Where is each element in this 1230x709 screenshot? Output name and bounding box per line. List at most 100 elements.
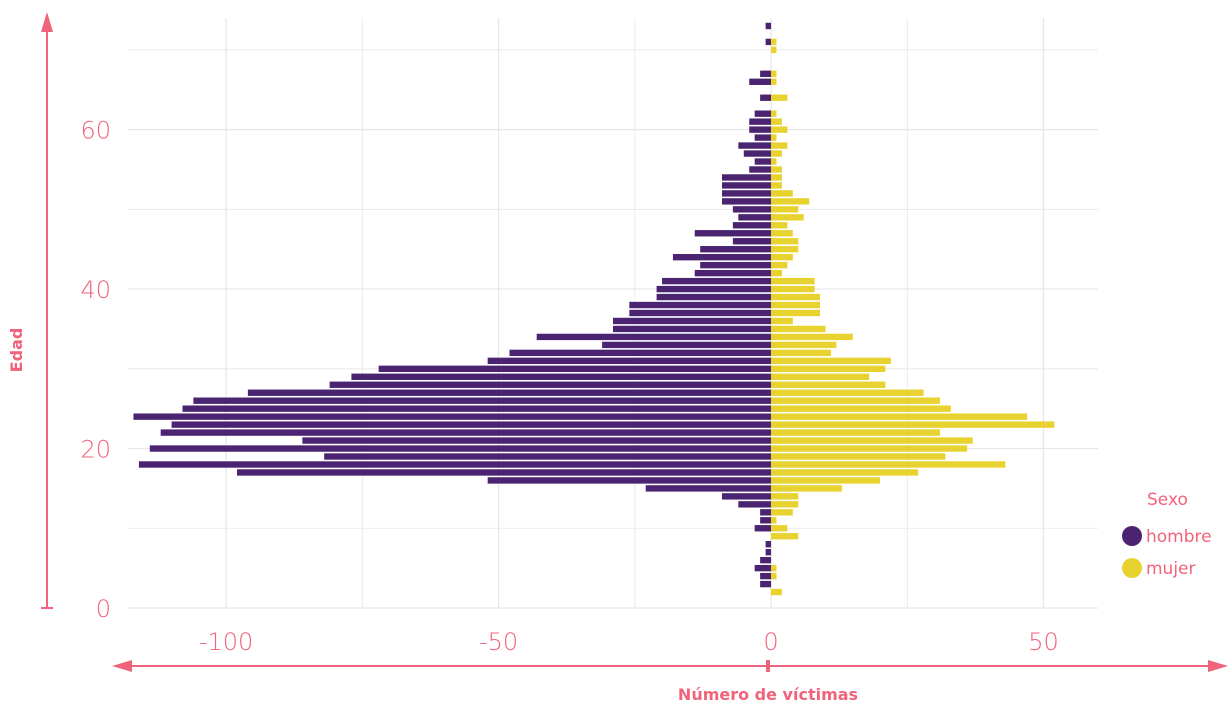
bar-hombre-age-55 — [749, 166, 772, 173]
bar-mujer-age-9 — [771, 533, 799, 540]
bar-hombre-age-27 — [247, 389, 772, 396]
bar-mujer-age-61 — [771, 118, 782, 125]
bar-hombre-age-38 — [629, 301, 772, 309]
bar-mujer-age-26 — [771, 397, 940, 404]
bar-mujer-age-24 — [771, 413, 1028, 420]
bar-mujer-age-14 — [771, 493, 799, 500]
bar-hombre-age-16 — [487, 477, 772, 484]
bar-mujer-age-29 — [771, 373, 870, 380]
legend-label-mujer: mujer — [1146, 559, 1196, 579]
bar-hombre-age-71 — [765, 38, 772, 46]
bar-hombre-age-10 — [754, 525, 772, 532]
bar-hombre-age-21 — [302, 437, 772, 444]
bar-mujer-age-40 — [771, 285, 815, 293]
y-axis-title: Edad — [7, 328, 26, 373]
bar-hombre-age-43 — [700, 261, 772, 269]
bar-hombre-age-47 — [694, 230, 772, 237]
bar-hombre-age-52 — [721, 190, 772, 197]
bar-hombre-age-50 — [732, 206, 772, 213]
bar-mujer-age-59 — [771, 134, 777, 141]
y-axis-ticks: 0 20 40 60 — [80, 117, 111, 623]
bar-mujer-age-70 — [771, 46, 777, 54]
y-tick-label: 20 — [80, 436, 111, 464]
bar-hombre-age-33 — [602, 341, 772, 349]
legend-swatch-mujer — [1122, 558, 1142, 578]
legend-swatch-hombre — [1122, 526, 1142, 546]
bar-mujer-age-58 — [771, 142, 788, 149]
x-tick-label: 50 — [1028, 628, 1059, 656]
bar-hombre-age-51 — [721, 198, 772, 205]
bar-mujer-age-19 — [771, 453, 946, 460]
bar-mujer-age-16 — [771, 477, 881, 484]
x-tick-label: -100 — [199, 628, 253, 656]
bar-hombre-age-11 — [760, 517, 772, 524]
bar-hombre-age-20 — [149, 445, 772, 452]
bar-mujer-age-45 — [771, 246, 799, 253]
bar-mujer-age-23 — [771, 421, 1055, 428]
x-tick-label: 0 — [763, 628, 778, 656]
bar-mujer-age-33 — [771, 341, 837, 349]
bar-mujer-age-64 — [771, 94, 788, 101]
bar-hombre-age-60 — [749, 126, 772, 133]
bar-hombre-age-56 — [754, 158, 772, 165]
bar-hombre-age-44 — [672, 254, 772, 261]
bar-mujer-age-50 — [771, 206, 799, 213]
bar-hombre-age-42 — [694, 269, 772, 277]
bar-mujer-age-34 — [771, 333, 853, 341]
bar-hombre-age-41 — [662, 277, 772, 285]
grid-lines — [128, 18, 1098, 609]
bar-hombre-age-24 — [133, 413, 772, 420]
bar-hombre-age-13 — [738, 501, 772, 508]
y-axis-arrow — [41, 12, 53, 609]
bar-mujer-age-67 — [771, 70, 777, 77]
bar-mujer-age-20 — [771, 445, 968, 452]
bar-hombre-age-31 — [487, 357, 772, 365]
bar-mujer-age-46 — [771, 238, 799, 245]
bar-hombre-age-49 — [738, 214, 772, 221]
bar-hombre-age-61 — [749, 118, 772, 125]
bar-hombre-age-30 — [378, 365, 772, 372]
bar-mujer-age-36 — [771, 317, 793, 325]
bar-mujer-age-31 — [771, 357, 891, 365]
bar-mujer-age-21 — [771, 437, 973, 444]
bar-hombre-age-23 — [171, 421, 772, 428]
bar-mujer-age-49 — [771, 214, 804, 221]
bar-mujer-age-41 — [771, 277, 815, 285]
bar-mujer-age-22 — [771, 429, 940, 436]
bar-mujer-age-62 — [771, 110, 777, 117]
bar-mujer-age-44 — [771, 254, 793, 261]
bar-hombre-age-18 — [138, 461, 772, 468]
bar-hombre-age-37 — [629, 309, 772, 317]
bar-mujer-age-54 — [771, 174, 782, 181]
bar-hombre-age-22 — [160, 429, 772, 436]
bar-mujer-age-12 — [771, 509, 793, 516]
bar-mujer-age-13 — [771, 501, 799, 508]
x-tick-label: -50 — [479, 628, 518, 656]
bar-mujer-age-37 — [771, 309, 821, 317]
bar-mujer-age-5 — [771, 564, 777, 572]
bar-mujer-age-2 — [771, 588, 782, 596]
x-axis-arrow — [112, 660, 1228, 672]
bar-hombre-age-29 — [351, 373, 772, 380]
bar-hombre-age-26 — [193, 397, 772, 404]
legend: Sexo hombre mujer — [1122, 490, 1212, 579]
bar-mujer-age-52 — [771, 190, 793, 197]
bar-mujer-age-51 — [771, 198, 810, 205]
bar-mujer-age-10 — [771, 525, 788, 532]
bar-mujer-age-38 — [771, 301, 821, 309]
bar-mujer-age-56 — [771, 158, 777, 165]
bar-hombre-age-12 — [760, 509, 772, 516]
bar-hombre-age-73 — [765, 22, 772, 30]
bar-mujer-age-27 — [771, 389, 924, 396]
bar-hombre-age-35 — [613, 325, 772, 333]
bar-mujer-age-30 — [771, 365, 886, 372]
bar-hombre-age-17 — [236, 469, 772, 476]
bar-mujer-age-39 — [771, 293, 821, 301]
y-tick-label: 0 — [96, 595, 111, 623]
bar-mujer-age-43 — [771, 261, 788, 269]
bar-hombre-age-34 — [536, 333, 772, 341]
y-tick-label: 60 — [80, 117, 111, 145]
bar-hombre-age-4 — [760, 572, 772, 580]
bar-mujer-age-4 — [771, 572, 777, 580]
